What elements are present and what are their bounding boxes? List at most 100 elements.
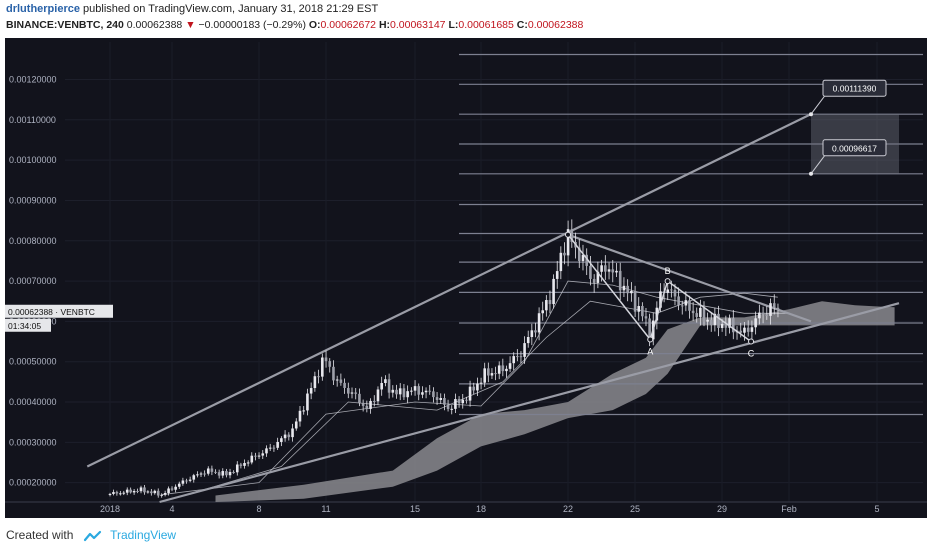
candle-body — [633, 290, 637, 312]
candle-body — [611, 269, 615, 273]
candle-body — [306, 393, 309, 411]
candle-body — [112, 492, 115, 494]
candle-body — [476, 383, 479, 391]
candle-body — [108, 493, 112, 495]
candle-body — [731, 318, 735, 333]
abc-pattern-path[interactable] — [567, 234, 752, 343]
candle-body — [439, 398, 443, 400]
candle-body — [125, 489, 129, 493]
price-label-box[interactable] — [822, 139, 887, 157]
open-value: 0.00062672 — [320, 19, 377, 31]
candle-body — [765, 314, 769, 316]
candle-body — [413, 386, 417, 391]
candle-body — [769, 303, 772, 316]
chart-area[interactable]: 0.00020000 0.00030000 0.00040000 0.00050000… — [5, 38, 927, 518]
current-price-text: 0.00062388 · VENBTC — [8, 307, 95, 317]
candle-body — [706, 319, 709, 322]
candle-body — [432, 391, 435, 398]
candle-body — [350, 392, 354, 394]
candle-body — [516, 356, 519, 358]
candle-body — [541, 310, 545, 314]
trendline[interactable] — [86, 113, 812, 468]
candle-body — [228, 471, 232, 476]
candle-body — [548, 300, 552, 305]
candle-body — [570, 229, 574, 243]
candle-body — [369, 400, 372, 409]
candle-body — [339, 379, 343, 383]
candle-body — [261, 453, 265, 456]
pattern-label: C — [748, 349, 755, 359]
pattern-point[interactable] — [748, 338, 755, 345]
candle-body — [728, 318, 731, 328]
candle-body — [387, 379, 391, 393]
ichimoku-cloud — [215, 301, 895, 502]
candle-body — [132, 490, 136, 493]
candle-body — [406, 391, 409, 398]
candle-body — [372, 400, 376, 402]
candle-body — [592, 278, 596, 283]
candle-body — [490, 373, 494, 376]
candle-body — [600, 265, 603, 272]
candle-body — [512, 356, 516, 364]
indicator-line — [161, 280, 789, 496]
candle-body — [641, 306, 644, 317]
candle-body — [188, 479, 192, 481]
candle-body — [206, 468, 210, 474]
pattern-point[interactable] — [565, 231, 571, 238]
candle-body — [143, 487, 146, 493]
last-price: 0.00062388 — [126, 19, 183, 31]
candle-body — [199, 473, 203, 475]
trendline[interactable] — [159, 302, 900, 504]
tradingview-brand[interactable]: TradingView — [110, 528, 177, 542]
candle-body — [508, 363, 512, 369]
candle-body — [680, 305, 684, 307]
price-change: −0.00000183 (−0.29%) — [198, 19, 306, 31]
candle-body — [254, 455, 257, 457]
price-label-text: 0.00111390 — [833, 84, 877, 94]
y-tick-label: 0.00080000 — [9, 236, 57, 246]
candle-body — [235, 464, 239, 473]
x-tick-label: 2018 — [100, 504, 120, 514]
candle-body — [210, 468, 214, 472]
price-chart[interactable]: 0.00020000 0.00030000 0.00040000 0.00050000… — [5, 38, 927, 518]
candle-body — [523, 343, 526, 357]
created-with-text: Created with — [6, 528, 74, 542]
ohlc-line: BINANCE:VENBTC, 240 0.00062388 ▼ −0.0000… — [6, 19, 583, 31]
x-tick-label: 18 — [476, 504, 486, 514]
price-label-anchor — [809, 171, 813, 176]
candle-body — [472, 386, 476, 391]
pattern-point[interactable] — [664, 278, 671, 285]
author-link[interactable]: drlutherpierce — [6, 3, 80, 15]
candle-body — [494, 373, 497, 375]
candle-body — [526, 337, 530, 344]
low-label: L: — [448, 19, 459, 31]
candle-body — [746, 327, 750, 332]
candle-body — [443, 398, 446, 405]
candle-body — [225, 471, 228, 476]
candle-body — [167, 488, 170, 493]
candle-body — [530, 330, 534, 338]
candle-body — [272, 447, 276, 449]
candle-body — [343, 382, 346, 388]
candle-body — [559, 252, 563, 272]
candle-body — [243, 463, 246, 466]
candle-body — [294, 421, 298, 429]
candle-body — [428, 390, 432, 392]
candle-body — [309, 388, 313, 394]
x-tick-label: 5 — [874, 504, 879, 514]
candle-body — [217, 472, 221, 476]
candle-body — [457, 399, 461, 404]
candle-body — [291, 428, 294, 438]
x-tick-label: 22 — [563, 504, 573, 514]
pattern-point[interactable] — [647, 336, 654, 343]
candle-body — [581, 254, 585, 262]
candle-body — [534, 330, 537, 333]
candle-body — [181, 480, 185, 484]
candle-body — [604, 265, 607, 272]
price-label-box[interactable] — [822, 79, 887, 97]
candle-body — [358, 393, 361, 404]
countdown-text: 01:34:05 — [8, 321, 41, 331]
candle-body — [136, 490, 139, 492]
countdown-tag — [5, 318, 51, 332]
candle-body — [622, 285, 626, 291]
